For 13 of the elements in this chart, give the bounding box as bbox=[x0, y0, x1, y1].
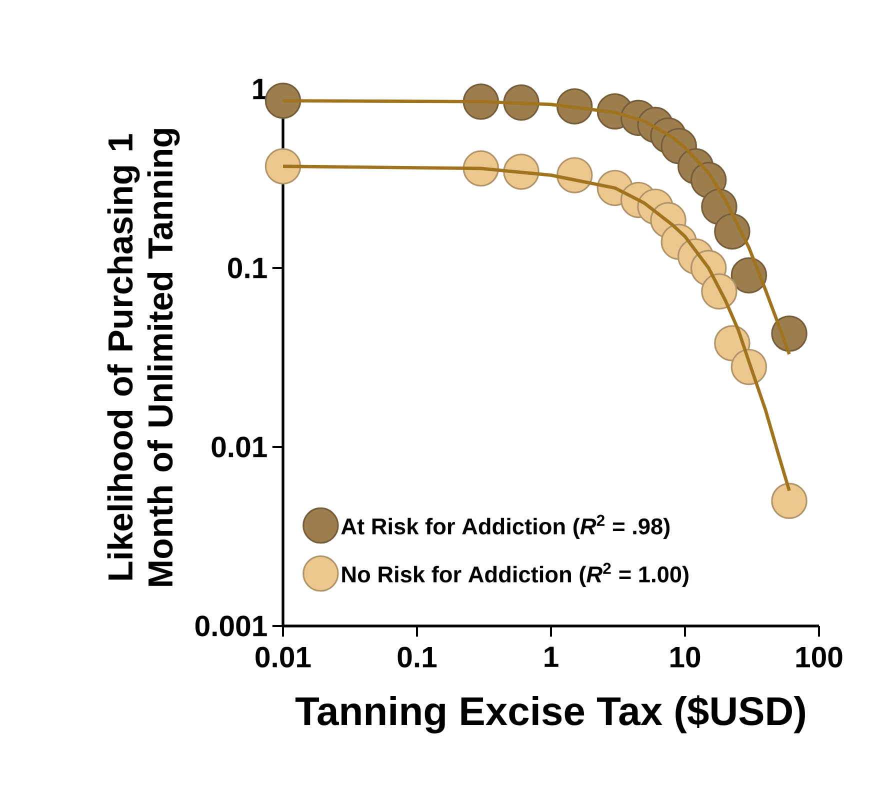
x-tick-label: 1 bbox=[544, 646, 558, 667]
x-axis-title: Tanning Excise Tax ($USD) bbox=[295, 695, 805, 734]
legend-label: At Risk for Addiction (R$^{2}$ = .98) bbox=[341, 514, 670, 539]
y-tick-label: 0.001 bbox=[195, 616, 267, 636]
legend-label: No Risk for Addiction (R$^{2}$ = 1.00) bbox=[342, 562, 688, 587]
x-tick-label: 10 bbox=[670, 646, 700, 668]
y-tick-label: 1 bbox=[253, 78, 267, 100]
x-tick-label: 0.01 bbox=[256, 646, 311, 668]
y-axis-title: Likelihood of Purchasing 1 Month of Unlimited Tanning bbox=[107, 129, 180, 586]
x-tick-label: 0.1 bbox=[398, 646, 437, 668]
y-tick-label: 0.1 bbox=[228, 258, 267, 278]
y-tick-label: 0.01 bbox=[212, 436, 267, 458]
x-tick-label: 100 bbox=[796, 646, 842, 668]
